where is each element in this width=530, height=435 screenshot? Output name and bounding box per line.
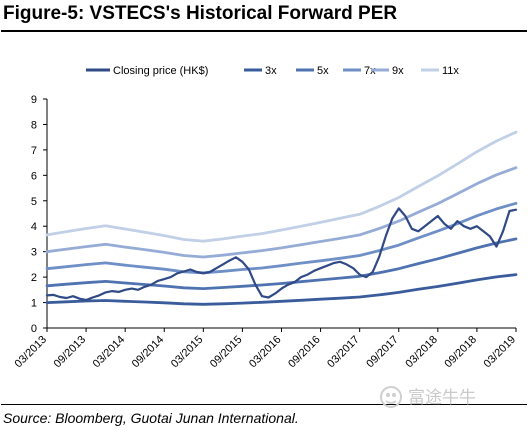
legend-label: 11x bbox=[442, 65, 459, 77]
y-tick-label: 1 bbox=[31, 298, 37, 310]
y-tick-label: 7 bbox=[31, 145, 37, 157]
x-tick-label: 03/2013 bbox=[13, 334, 50, 371]
x-tick-label: 03/2015 bbox=[169, 334, 206, 371]
watermark-logo-icon bbox=[380, 386, 402, 408]
y-axis: 0 1 2 3 4 5 6 7 8 9 bbox=[31, 94, 48, 335]
series-9x-line bbox=[45, 166, 518, 259]
x-tick-label: 03/2018 bbox=[403, 334, 440, 371]
watermark-text: 富途牛牛 bbox=[408, 388, 476, 408]
x-tick-label: 09/2015 bbox=[208, 334, 245, 371]
x-tick-label: 03/2014 bbox=[91, 334, 128, 371]
y-tick-label: 9 bbox=[31, 94, 37, 106]
x-tick-label: 03/2017 bbox=[325, 334, 362, 371]
y-tick-label: 8 bbox=[31, 119, 37, 131]
legend-label: 3x bbox=[265, 65, 277, 77]
y-tick-label: 2 bbox=[31, 272, 37, 284]
series-7x-line bbox=[45, 201, 518, 275]
x-tick-label: 09/2017 bbox=[364, 334, 401, 371]
x-tick-label: 03/2019 bbox=[482, 334, 519, 371]
legend: Closing price (HK$) 3x 5x 7x 9x 11x bbox=[86, 65, 459, 77]
series-3x-line bbox=[45, 273, 518, 306]
figure-title: Figure-5: VSTECS's Historical Forward PE… bbox=[3, 3, 398, 24]
x-tick-label: 09/2016 bbox=[286, 334, 323, 371]
series-11x-line bbox=[45, 130, 518, 243]
x-axis: 03/2013 09/2013 03/2014 09/2014 03/2015 09/20… bbox=[13, 327, 519, 371]
y-tick-label: 0 bbox=[31, 323, 37, 335]
legend-label: 7x bbox=[364, 65, 376, 77]
y-tick-label: 3 bbox=[31, 247, 37, 259]
series-closing-price-line bbox=[45, 207, 518, 302]
figure-frame bbox=[1, 30, 527, 405]
x-tick-label: 09/2013 bbox=[52, 334, 89, 371]
legend-label: 9x bbox=[392, 65, 404, 77]
series-group bbox=[45, 130, 518, 306]
x-tick-label: 03/2016 bbox=[247, 334, 284, 371]
x-tick-label: 09/2018 bbox=[442, 334, 479, 371]
y-tick-label: 4 bbox=[31, 221, 37, 233]
source-note: Source: Bloomberg, Guotai Junan Internat… bbox=[3, 410, 299, 426]
y-tick-label: 6 bbox=[31, 170, 37, 182]
legend-label: 5x bbox=[317, 65, 329, 77]
y-tick-label: 5 bbox=[31, 196, 37, 208]
watermark: 富途牛牛 bbox=[378, 382, 528, 412]
x-tick-label: 09/2014 bbox=[130, 334, 167, 371]
legend-label: Closing price (HK$) bbox=[113, 65, 208, 77]
series-5x-line bbox=[45, 237, 518, 290]
